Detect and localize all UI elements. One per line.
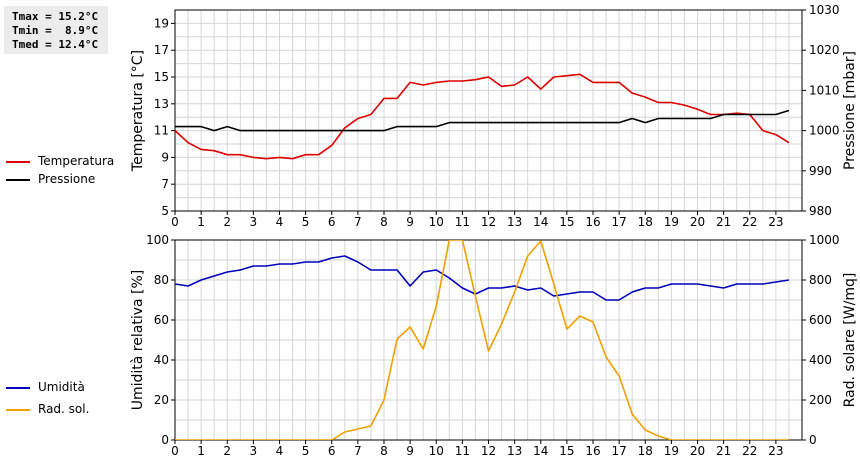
y-tick-label-right: 1020 [809, 43, 840, 57]
x-tick-label: 1 [197, 215, 205, 229]
x-tick-label: 0 [171, 444, 179, 458]
x-tick-label: 14 [533, 444, 548, 458]
y-tick-label-left: 9 [161, 150, 169, 164]
x-tick-label: 12 [481, 215, 496, 229]
x-tick-label: 3 [250, 215, 258, 229]
chart-bottom: 0 1 2 3 4 5 6 7 8 9 10 11 12 13 14 15 16 17 18 19 20 21 22 2302… [130, 233, 858, 458]
x-tick-label: 19 [664, 444, 679, 458]
y-tick-label-right: 0 [809, 433, 817, 447]
stat-tmax: Tmax = 15.2°C [12, 10, 99, 23]
y-axis-label-left: Temperatura [°C] [130, 50, 146, 172]
y-tick-label-left: 60 [154, 313, 169, 327]
y-tick-label-right: 990 [809, 164, 832, 178]
x-tick-label: 20 [690, 215, 705, 229]
series-line-rad-sol [175, 240, 789, 440]
y-tick-label-left: 15 [154, 70, 169, 84]
x-tick-label: 14 [533, 215, 548, 229]
x-tick-label: 0 [171, 215, 179, 229]
y-tick-label-left: 17 [154, 43, 169, 57]
x-tick-label: 16 [585, 444, 600, 458]
y-tick-label-right: 400 [809, 353, 832, 367]
legend-label: Rad. sol. [38, 402, 90, 416]
x-tick-label: 21 [716, 215, 731, 229]
x-tick-label: 21 [716, 444, 731, 458]
x-tick-label: 10 [429, 215, 444, 229]
x-tick-label: 8 [380, 215, 388, 229]
legend-swatch [6, 409, 30, 411]
y-tick-label-right: 1000 [809, 124, 840, 138]
x-tick-label: 18 [638, 215, 653, 229]
x-tick-label: 16 [585, 215, 600, 229]
x-tick-label: 22 [742, 444, 757, 458]
y-tick-label-left: 11 [154, 124, 169, 138]
x-tick-label: 20 [690, 444, 705, 458]
y-tick-label-right: 200 [809, 393, 832, 407]
stat-tmed: Tmed = 12.4°C [12, 38, 99, 51]
y-axis-label-right: Pressione [mbar] [842, 51, 858, 170]
x-tick-label: 4 [276, 215, 284, 229]
y-tick-label-right: 1010 [809, 83, 840, 97]
x-tick-label: 11 [455, 444, 470, 458]
x-tick-label: 7 [354, 444, 362, 458]
chart-top: 0 1 2 3 4 5 6 7 8 9 10 11 12 13 14 15 16 17 18 19 20 21 22 2357… [130, 3, 858, 229]
y-tick-label-left: 100 [146, 233, 169, 247]
stat-tmin: Tmin = 8.9°C [12, 24, 99, 37]
x-tick-label: 1 [197, 444, 205, 458]
x-tick-label: 22 [742, 215, 757, 229]
x-tick-label: 11 [455, 215, 470, 229]
series-line-temperatura [175, 73, 790, 160]
y-tick-label-left: 40 [154, 353, 169, 367]
y-tick-label-left: 0 [161, 433, 169, 447]
x-tick-label: 13 [507, 215, 522, 229]
y-tick-label-left: 5 [161, 204, 169, 218]
x-tick-label: 18 [638, 444, 653, 458]
y-tick-label-left: 13 [154, 97, 169, 111]
x-tick-label: 17 [611, 444, 626, 458]
stats-box: Tmax = 15.2°C Tmin = 8.9°C Tmed = 12.4°C [4, 6, 108, 54]
x-tick-label: 19 [664, 215, 679, 229]
x-tick-label: 23 [768, 215, 783, 229]
x-tick-label: 4 [276, 444, 284, 458]
x-tick-label: 23 [768, 444, 783, 458]
x-tick-label: 9 [406, 215, 414, 229]
x-tick-label: 3 [250, 444, 258, 458]
x-tick-label: 2 [223, 215, 231, 229]
legend-swatch [6, 161, 30, 163]
y-tick-label-left: 7 [161, 177, 169, 191]
legend-label: Pressione [38, 172, 96, 186]
y-tick-label-right: 980 [809, 204, 832, 218]
legend-swatch [6, 179, 30, 181]
y-tick-label-left: 80 [154, 273, 169, 287]
legend-label: Temperatura [38, 154, 115, 168]
x-tick-label: 5 [302, 444, 310, 458]
series-line-umidit [175, 255, 790, 301]
series-line-pressione [175, 109, 790, 132]
x-tick-label: 10 [429, 444, 444, 458]
y-tick-label-right: 1000 [809, 233, 840, 247]
x-tick-label: 13 [507, 444, 522, 458]
x-tick-label: 7 [354, 215, 362, 229]
x-tick-label: 15 [559, 215, 574, 229]
legend-swatch [6, 387, 30, 389]
x-tick-label: 8 [380, 444, 388, 458]
x-tick-label: 5 [302, 215, 310, 229]
y-tick-label-right: 600 [809, 313, 832, 327]
x-tick-label: 12 [481, 444, 496, 458]
x-tick-label: 2 [223, 444, 231, 458]
x-tick-label: 6 [328, 215, 336, 229]
y-tick-label-left: 19 [154, 16, 169, 30]
x-tick-label: 15 [559, 444, 574, 458]
y-axis-label-left: Umidità relativa [%] [130, 270, 146, 411]
legend-label: Umidità [38, 380, 85, 394]
x-tick-label: 17 [611, 215, 626, 229]
x-tick-label: 9 [406, 444, 414, 458]
y-tick-label-right: 1030 [809, 3, 840, 17]
y-axis-label-right: Rad. solare [W/mq] [842, 273, 858, 408]
x-tick-label: 6 [328, 444, 336, 458]
y-tick-label-right: 800 [809, 273, 832, 287]
y-tick-label-left: 20 [154, 393, 169, 407]
